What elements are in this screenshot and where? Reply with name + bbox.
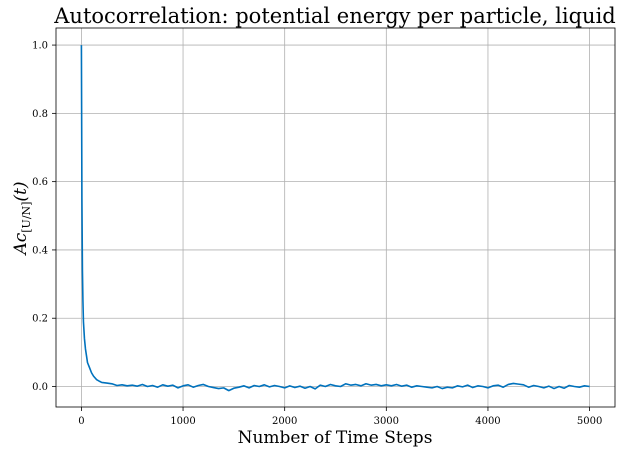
x-tick-label: 0 bbox=[78, 416, 84, 427]
y-tick-label: 1.0 bbox=[32, 41, 48, 52]
y-axis-label-subscript: [U/N] bbox=[20, 202, 33, 233]
y-tick-label: 0.8 bbox=[32, 109, 48, 120]
grid-lines bbox=[56, 28, 615, 407]
x-tick-label: 1000 bbox=[170, 416, 195, 427]
chart-title: Autocorrelation: potential energy per pa… bbox=[53, 4, 616, 28]
y-axis-label-suffix: (t) bbox=[11, 181, 31, 201]
y-tick-label: 0.6 bbox=[32, 177, 48, 188]
y-tick-label: 0.2 bbox=[32, 314, 48, 325]
y-axis-label: Ac[U/N](t) bbox=[11, 181, 33, 256]
y-axis-label-main: Ac bbox=[11, 232, 31, 256]
y-ticks: 0.0 0.2 0.4 0.6 0.8 1.0 bbox=[32, 41, 56, 393]
x-ticks: 0 1000 2000 3000 4000 5000 bbox=[78, 407, 602, 427]
autocorrelation-series-line bbox=[80, 45, 590, 392]
x-axis-label: Number of Time Steps bbox=[238, 428, 433, 448]
x-tick-label: 2000 bbox=[272, 416, 297, 427]
plot-frame bbox=[55, 27, 616, 408]
y-tick-label: 0.4 bbox=[32, 245, 48, 256]
x-tick-label: 5000 bbox=[577, 416, 602, 427]
x-tick-label: 4000 bbox=[475, 416, 500, 427]
x-tick-label: 3000 bbox=[374, 416, 399, 427]
y-tick-label: 0.0 bbox=[32, 382, 48, 393]
